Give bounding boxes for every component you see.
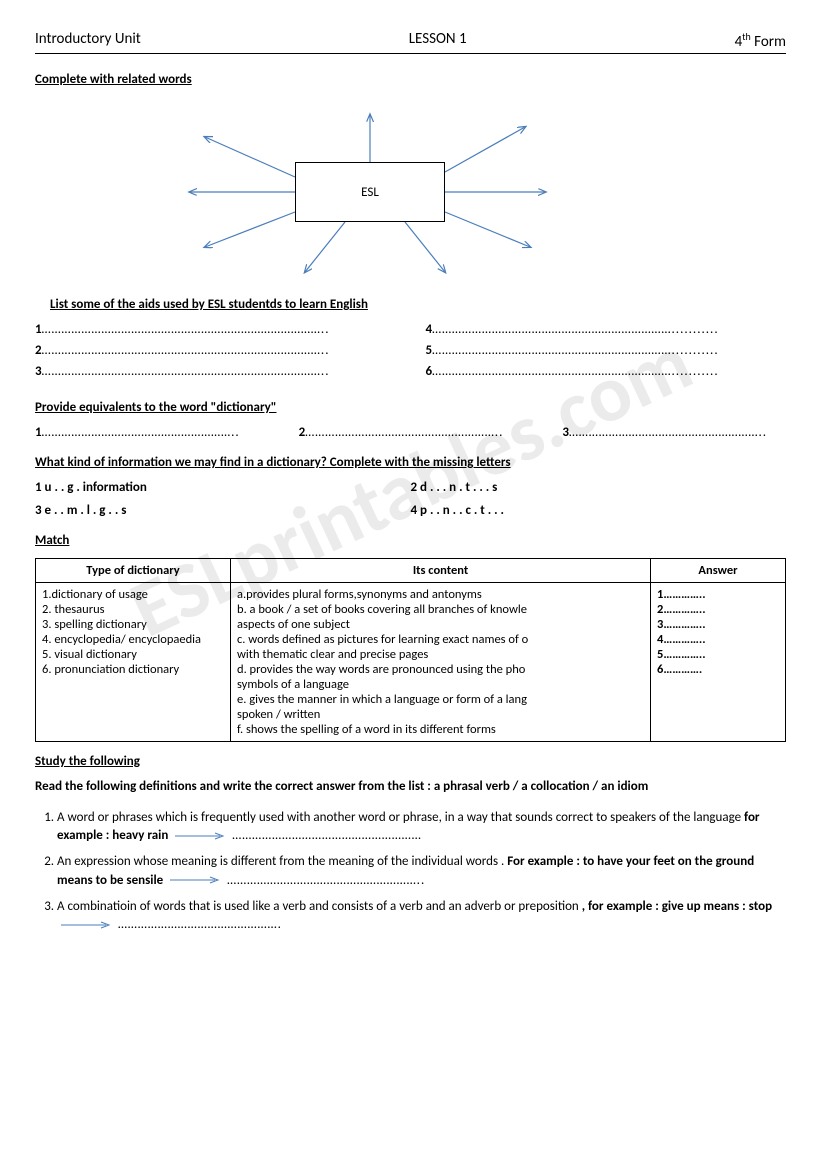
aid-4[interactable]: 4………………………………………………………………........... bbox=[426, 322, 787, 337]
answer-row[interactable]: 6…………. bbox=[657, 662, 779, 677]
th-type: Type of dictionary bbox=[36, 559, 231, 583]
content-row: f. shows the spelling of a word in its d… bbox=[237, 722, 644, 737]
type-row: 1.dictionary of usage bbox=[42, 587, 224, 602]
arrow-icon bbox=[61, 921, 111, 929]
blank: ………………………………………………….. bbox=[42, 425, 240, 440]
def-text: A word or phrases which is frequently us… bbox=[57, 810, 744, 825]
answer-row[interactable]: 1………….. bbox=[657, 587, 779, 602]
definitions-list: A word or phrases which is frequently us… bbox=[35, 809, 786, 934]
num: 1 bbox=[35, 322, 42, 337]
section4-title: What kind of information we may find in … bbox=[35, 455, 786, 470]
contents-cell: a.provides plural forms,synonyms and ant… bbox=[231, 583, 651, 742]
blank: ………………………………………………………………………….. bbox=[42, 364, 330, 379]
content-row: symbols of a language bbox=[237, 677, 644, 692]
page-header: Introductory Unit LESSON 1 4th Form bbox=[35, 30, 786, 54]
section6-title: Study the following bbox=[35, 754, 786, 769]
answers-cell[interactable]: 1………….. 2………….. 3………….. 4………….. 5………….. … bbox=[651, 583, 786, 742]
aids-list: 1………………………………………………………………………….. 2…………………… bbox=[35, 322, 786, 385]
equiv-1[interactable]: 1………………………………………………….. bbox=[35, 425, 259, 440]
content-row: e. gives the manner in which a language … bbox=[237, 692, 644, 707]
header-right: 4th Form bbox=[735, 30, 786, 51]
type-row: 3. spelling dictionary bbox=[42, 617, 224, 632]
types-cell: 1.dictionary of usage 2. thesaurus 3. sp… bbox=[36, 583, 231, 742]
aid-2[interactable]: 2………………………………………………………………………….. bbox=[35, 343, 396, 358]
header-center: LESSON 1 bbox=[409, 30, 467, 51]
blank: ………………………………………………………………........... bbox=[432, 322, 719, 337]
blank[interactable]: ………………………………………………….. bbox=[227, 873, 425, 888]
def-3: A combinatioin of words that is used lik… bbox=[57, 898, 786, 934]
blank[interactable]: …………………………………………. bbox=[118, 917, 282, 932]
def-text: An expression whose meaning is different… bbox=[57, 854, 504, 869]
content-row: with thematic clear and precise pages bbox=[237, 647, 644, 662]
form-ordinal: th bbox=[742, 30, 751, 43]
letters-1[interactable]: 1 u . . g . information bbox=[35, 480, 411, 495]
def-1: A word or phrases which is frequently us… bbox=[57, 809, 786, 845]
arrow-icon bbox=[175, 832, 225, 840]
answer-row[interactable]: 2………….. bbox=[657, 602, 779, 617]
letters-3[interactable]: 3 e . . m . l . g . . s bbox=[35, 503, 411, 518]
num: 3 bbox=[562, 425, 569, 440]
form-label: Form bbox=[751, 33, 786, 51]
aid-3[interactable]: 3………………………………………………………………………….. bbox=[35, 364, 396, 379]
def-text: A combinatioin of words that is used lik… bbox=[57, 899, 579, 914]
def-2: An expression whose meaning is different… bbox=[57, 853, 786, 889]
letters-2[interactable]: 2 d . . . n . t . . . s bbox=[411, 480, 498, 495]
type-row: 5. visual dictionary bbox=[42, 647, 224, 662]
equiv-2[interactable]: 2………………………………………………….. bbox=[299, 425, 523, 440]
content-row: a.provides plural forms,synonyms and ant… bbox=[237, 587, 644, 602]
equivalents-row: 1………………………………………………….. 2…………………………………………… bbox=[35, 425, 786, 440]
section3-title: Provide equivalents to the word "diction… bbox=[35, 400, 786, 415]
th-answer: Answer bbox=[651, 559, 786, 583]
aid-6[interactable]: 6………………………………………………………………........... bbox=[426, 364, 787, 379]
blank: ………………………………………………………………........... bbox=[432, 364, 719, 379]
section2-title: List some of the aids used by ESL studen… bbox=[50, 297, 786, 312]
num: 3 bbox=[35, 364, 42, 379]
type-row: 6. pronunciation dictionary bbox=[42, 662, 224, 677]
content-row: d. provides the way words are pronounced… bbox=[237, 662, 644, 677]
answer-row[interactable]: 3………….. bbox=[657, 617, 779, 632]
content-row: aspects of one subject bbox=[237, 617, 644, 632]
letters-4[interactable]: 4 p . . n . . c . t . . . bbox=[411, 503, 505, 518]
match-table: Type of dictionary Its content Answer 1.… bbox=[35, 558, 786, 742]
def-example: , for example : give up means : stop bbox=[582, 899, 772, 914]
th-content: Its content bbox=[231, 559, 651, 583]
content-row: c. words defined as pictures for learnin… bbox=[237, 632, 644, 647]
type-row: 2. thesaurus bbox=[42, 602, 224, 617]
num: 1 bbox=[35, 425, 42, 440]
blank: ………………………………………………….. bbox=[305, 425, 503, 440]
aid-5[interactable]: 5………………………………………………………………........... bbox=[426, 343, 787, 358]
section5-title: Match bbox=[35, 533, 786, 548]
content-row: spoken / written bbox=[237, 707, 644, 722]
blank: ………………………………………………………………………….. bbox=[42, 343, 330, 358]
num: 2 bbox=[35, 343, 42, 358]
spider-diagram: ESL bbox=[35, 97, 786, 277]
blank: ………………………………………………………………………….. bbox=[42, 322, 330, 337]
arrow-icon bbox=[170, 876, 220, 884]
aid-1[interactable]: 1………………………………………………………………………….. bbox=[35, 322, 396, 337]
blank: ………………………………………………………………........... bbox=[432, 343, 719, 358]
answer-row[interactable]: 5………….. bbox=[657, 647, 779, 662]
missing-letters: 1 u . . g . information 2 d . . . n . t … bbox=[35, 480, 786, 518]
header-left: Introductory Unit bbox=[35, 30, 141, 51]
answer-row[interactable]: 4………….. bbox=[657, 632, 779, 647]
equiv-3[interactable]: 3………………………………………………….. bbox=[562, 425, 786, 440]
blank: ………………………………………………….. bbox=[569, 425, 767, 440]
section1-title: Complete with related words bbox=[35, 72, 786, 87]
type-row: 4. encyclopedia/ encyclopaedia bbox=[42, 632, 224, 647]
esl-box: ESL bbox=[295, 162, 445, 222]
content-row: b. a book / a set of books covering all … bbox=[237, 602, 644, 617]
section6-instruction: Read the following definitions and write… bbox=[35, 779, 786, 794]
blank[interactable]: ………………………………………………… bbox=[232, 828, 422, 843]
